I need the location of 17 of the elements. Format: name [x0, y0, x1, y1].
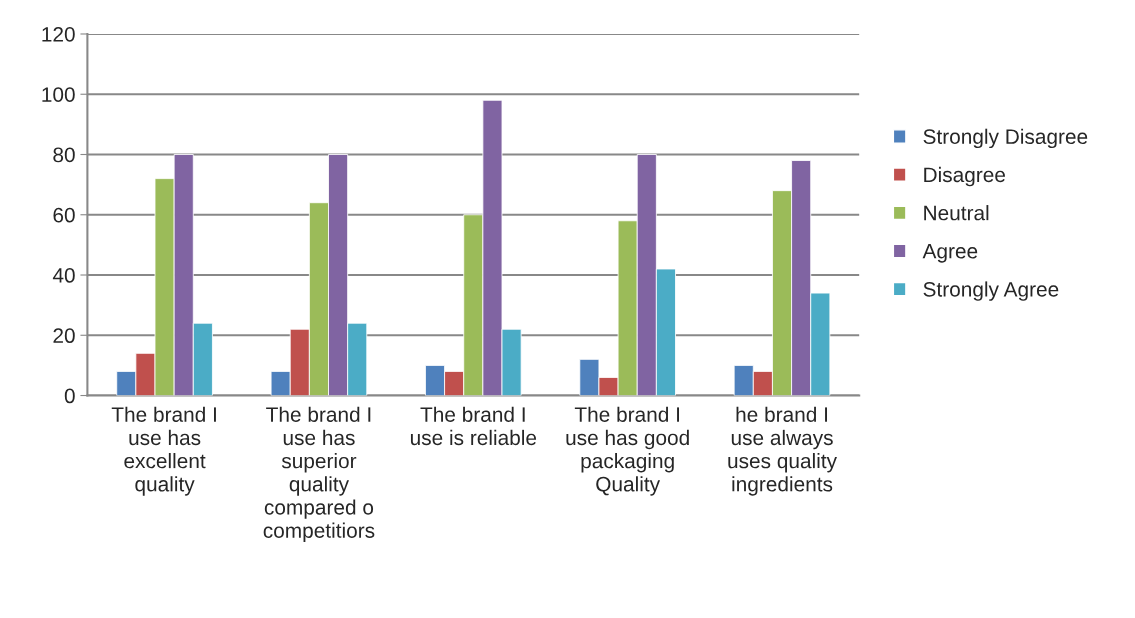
- legend-label: Neutral: [924, 205, 989, 221]
- x-tick-label: The brand I use has good packaging Quality: [566, 406, 689, 496]
- x-tick-label: The brand I use has superior quality compared o competitiors: [263, 406, 375, 543]
- y-tick-label: 120: [42, 26, 75, 42]
- y-tick-label: 80: [53, 147, 75, 163]
- y-tick-label: 20: [53, 328, 75, 344]
- y-tick-label: 60: [53, 207, 75, 223]
- legend-label: Disagree: [924, 166, 1005, 187]
- legend-label: Strongly Disagree: [923, 128, 1088, 149]
- x-tick-label: The brand I use is reliable: [410, 406, 537, 446]
- legend-label: Agree: [922, 243, 978, 263]
- x-tick-label: he brand I use always uses quality ingredients: [728, 406, 837, 496]
- y-tick-label: 0: [64, 388, 75, 404]
- y-tick-label: 100: [42, 87, 75, 102]
- legend-label: Strongly Agree: [923, 281, 1059, 301]
- y-tick-label: 40: [52, 268, 75, 283]
- x-tick-label: The brand I use has excellent quality: [111, 406, 216, 496]
